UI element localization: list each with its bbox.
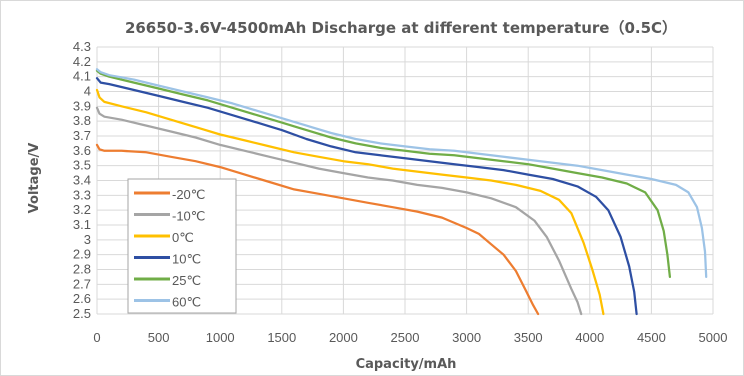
y-tick-label: 3.7	[73, 128, 91, 143]
x-axis-label: Capacity/mAh	[356, 357, 457, 372]
x-tick-label: 1000	[206, 330, 235, 345]
y-tick-label: 4.1	[73, 69, 91, 84]
x-tick-label: 3000	[452, 330, 481, 345]
y-tick-label: 3.4	[73, 173, 91, 188]
data-series	[95, 68, 708, 316]
y-tick-label: 2.7	[73, 276, 91, 291]
legend-label: 60℃	[172, 295, 201, 310]
legend-box	[127, 178, 237, 314]
y-axis-label: Voltage/V	[27, 143, 42, 214]
x-tick-label: 2000	[329, 330, 358, 345]
chart-title: 26650-3.6V-4500mAh Discharge at differen…	[125, 19, 677, 37]
series-line-10c	[95, 77, 638, 316]
legend: -20℃ -10℃ 0℃ 10℃ 25℃ 60℃	[127, 178, 237, 314]
legend-label: 25℃	[172, 273, 201, 288]
y-tick-label: 3.8	[73, 113, 91, 128]
y-tick-label: 4	[84, 84, 91, 99]
series-line-25c	[95, 69, 672, 279]
y-tick-label: 3.9	[73, 98, 91, 113]
series-line-0c	[95, 88, 605, 316]
x-tick-label: 0	[93, 330, 100, 345]
x-tick-label: 3500	[514, 330, 543, 345]
y-tick-label: 4.3	[73, 39, 91, 54]
y-tick-label: 3.5	[73, 158, 91, 173]
legend-label: -10℃	[172, 209, 205, 224]
y-tick-label: 3.2	[73, 202, 91, 217]
y-tick-label: 3.6	[73, 143, 91, 158]
x-tick-label: 4500	[637, 330, 666, 345]
x-tick-label: 500	[148, 330, 170, 345]
x-tick-label: 2500	[391, 330, 420, 345]
y-tick-label: 4.2	[73, 54, 91, 69]
y-tick-label: 2.6	[73, 291, 91, 306]
series-line-minus-10c	[95, 106, 583, 316]
x-tick-label: 1500	[267, 330, 296, 345]
y-tick-label: 2.9	[73, 247, 91, 262]
series-line-minus-20c	[95, 143, 540, 316]
y-tick-label: 2.8	[73, 262, 91, 277]
y-tick-label: 3.1	[73, 217, 91, 232]
series-line-60c	[95, 68, 708, 279]
axis-ticks: 2.52.62.72.82.933.13.23.33.43.53.63.73.8…	[73, 39, 728, 345]
y-tick-label: 2.5	[73, 306, 91, 321]
legend-label: -20℃	[172, 187, 205, 202]
x-tick-label: 4000	[575, 330, 604, 345]
y-tick-label: 3.3	[73, 187, 91, 202]
x-tick-label: 5000	[699, 330, 728, 345]
legend-label: 10℃	[172, 252, 201, 267]
y-tick-label: 3	[84, 232, 91, 247]
legend-label: 0℃	[172, 230, 194, 245]
